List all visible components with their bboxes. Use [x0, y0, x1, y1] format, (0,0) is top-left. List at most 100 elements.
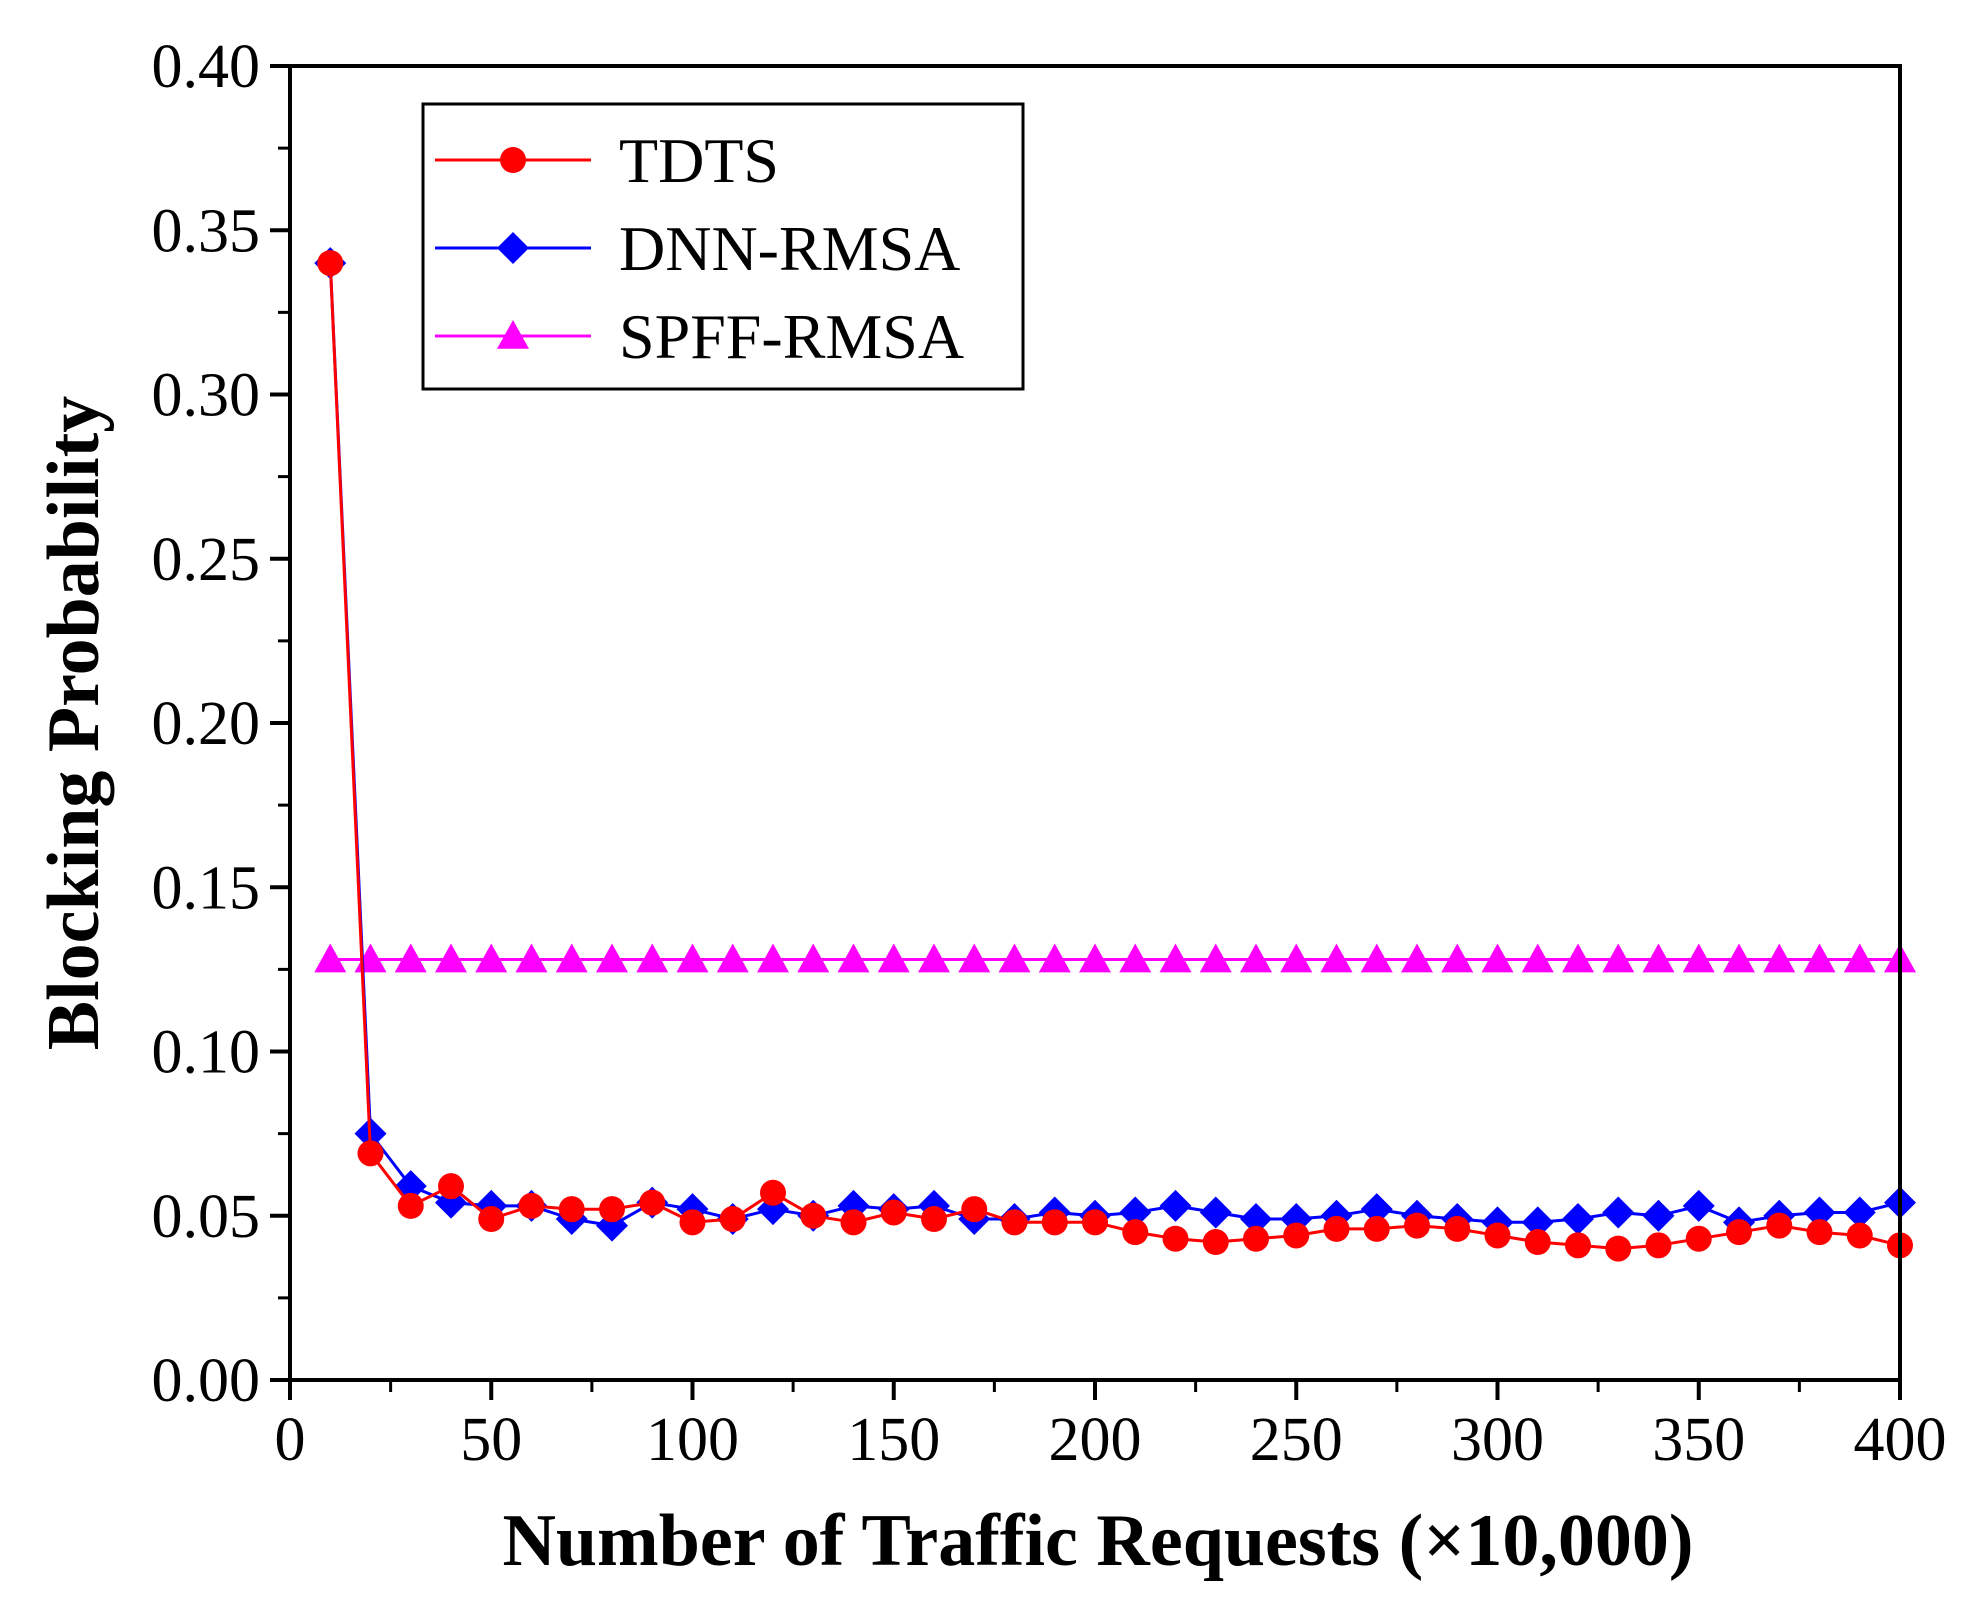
legend-label: SPFF-RMSA — [619, 301, 964, 372]
data-point-spff-rmsa — [1360, 943, 1393, 973]
data-point-tdts — [518, 1192, 545, 1219]
data-point-spff-rmsa — [998, 943, 1031, 973]
data-point-tdts — [639, 1189, 666, 1216]
legend-marker — [497, 232, 529, 264]
data-point-tdts — [438, 1173, 464, 1200]
data-point-tdts — [1283, 1222, 1310, 1249]
series-spff-rmsa — [314, 943, 1916, 973]
data-point-tdts — [800, 1202, 827, 1229]
data-point-spff-rmsa — [1723, 943, 1755, 973]
data-point-spff-rmsa — [1038, 943, 1071, 973]
data-point-spff-rmsa — [1521, 943, 1554, 973]
data-point-tdts — [921, 1206, 947, 1233]
data-point-spff-rmsa — [1642, 943, 1675, 973]
data-point-dnn-rmsa — [1562, 1203, 1594, 1236]
data-point-spff-rmsa — [314, 943, 347, 973]
data-point-spff-rmsa — [475, 943, 508, 973]
x-tick-label: 150 — [847, 1406, 940, 1474]
axes-layer: 0 50 100 150 200 250 300 350 400 0.00 0.05 0.10 0.15… — [152, 33, 1947, 1474]
data-point-spff-rmsa — [716, 943, 749, 973]
data-point-spff-rmsa — [1562, 943, 1594, 973]
data-point-dnn-rmsa — [1240, 1203, 1272, 1236]
x-tick-label: 0 — [275, 1406, 306, 1474]
data-point-spff-rmsa — [596, 943, 628, 973]
legend-item-spff-rmsa: SPFF-RMSA — [435, 301, 964, 372]
data-point-tdts — [1001, 1209, 1028, 1236]
y-tick-label: 0.15 — [152, 854, 261, 922]
y-tick-label: 0.10 — [152, 1019, 261, 1087]
data-point-spff-rmsa — [1803, 943, 1836, 973]
data-point-dnn-rmsa — [1843, 1196, 1876, 1229]
data-point-dnn-rmsa — [1682, 1189, 1715, 1222]
data-point-spff-rmsa — [676, 943, 709, 973]
data-point-dnn-rmsa — [1159, 1189, 1192, 1222]
data-point-spff-rmsa — [958, 943, 991, 973]
data-point-tdts — [679, 1209, 706, 1236]
data-point-spff-rmsa — [1481, 943, 1514, 973]
data-point-spff-rmsa — [837, 943, 870, 973]
data-point-tdts — [1645, 1232, 1672, 1259]
data-point-tdts — [357, 1140, 384, 1167]
data-point-dnn-rmsa — [1803, 1196, 1836, 1229]
legend-marker — [500, 147, 526, 173]
data-point-dnn-rmsa — [1199, 1196, 1232, 1229]
data-point-tdts — [1122, 1219, 1149, 1246]
x-tick-label: 300 — [1451, 1406, 1544, 1474]
data-point-tdts — [1041, 1209, 1068, 1236]
data-point-dnn-rmsa — [1119, 1196, 1152, 1229]
legend-label: TDTS — [619, 125, 779, 196]
x-axis-title: Number of Traffic Requests (×10,000) — [502, 1500, 1693, 1582]
x-tick-label: 50 — [460, 1406, 522, 1474]
data-point-tdts — [1202, 1229, 1229, 1256]
x-tick-label: 200 — [1049, 1406, 1142, 1474]
y-tick-label: 0.05 — [152, 1183, 261, 1251]
y-tick-label: 0.25 — [152, 526, 261, 594]
data-point-spff-rmsa — [1199, 943, 1232, 973]
data-point-tdts — [1806, 1219, 1833, 1246]
data-point-tdts — [1846, 1222, 1873, 1249]
y-tick-label: 0.35 — [152, 197, 261, 265]
data-point-dnn-rmsa — [1642, 1199, 1675, 1232]
data-point-tdts — [840, 1209, 867, 1236]
y-tick-label: 0.40 — [152, 33, 261, 101]
data-point-tdts — [1565, 1232, 1591, 1259]
data-point-spff-rmsa — [1441, 943, 1474, 973]
data-point-spff-rmsa — [918, 943, 950, 973]
data-point-tdts — [558, 1196, 585, 1223]
data-point-tdts — [1605, 1235, 1632, 1262]
data-point-dnn-rmsa — [1521, 1206, 1554, 1239]
data-point-tdts — [1404, 1212, 1430, 1239]
legend-label: DNN-RMSA — [619, 213, 960, 284]
data-point-tdts — [760, 1179, 786, 1206]
y-tick-label: 0.20 — [152, 690, 261, 758]
series-line-dnn-rmsa — [328, 263, 1901, 1228]
data-point-spff-rmsa — [797, 943, 830, 973]
data-point-tdts — [1243, 1225, 1269, 1252]
data-point-tdts — [478, 1206, 505, 1233]
data-point-spff-rmsa — [636, 943, 669, 973]
x-tick-label: 400 — [1854, 1406, 1947, 1474]
data-point-tdts — [317, 250, 344, 277]
data-point-tdts — [1524, 1229, 1551, 1256]
data-point-spff-rmsa — [757, 943, 789, 973]
x-tick-label: 250 — [1250, 1406, 1343, 1474]
data-point-spff-rmsa — [1079, 943, 1111, 973]
data-point-spff-rmsa — [515, 943, 548, 973]
data-point-spff-rmsa — [555, 943, 588, 973]
legend-item-dnn-rmsa: DNN-RMSA — [435, 213, 960, 284]
series-line-tdts — [328, 263, 1901, 1251]
y-tick-label: 0.00 — [152, 1347, 261, 1415]
data-point-tdts — [1726, 1219, 1752, 1246]
legend-marker — [497, 320, 529, 349]
legend: TDTS DNN-RMSA SPFF-RMSA — [421, 102, 1025, 391]
data-point-dnn-rmsa — [1360, 1193, 1393, 1226]
data-point-spff-rmsa — [1280, 943, 1313, 973]
data-point-spff-rmsa — [1843, 943, 1876, 973]
data-point-spff-rmsa — [394, 943, 427, 973]
y-axis-title: Blocking Probability — [33, 396, 115, 1050]
data-point-spff-rmsa — [1401, 943, 1433, 973]
data-point-spff-rmsa — [1602, 943, 1635, 973]
data-point-tdts — [1484, 1222, 1511, 1249]
x-tick-label: 350 — [1652, 1406, 1745, 1474]
data-point-dnn-rmsa — [1602, 1196, 1635, 1229]
